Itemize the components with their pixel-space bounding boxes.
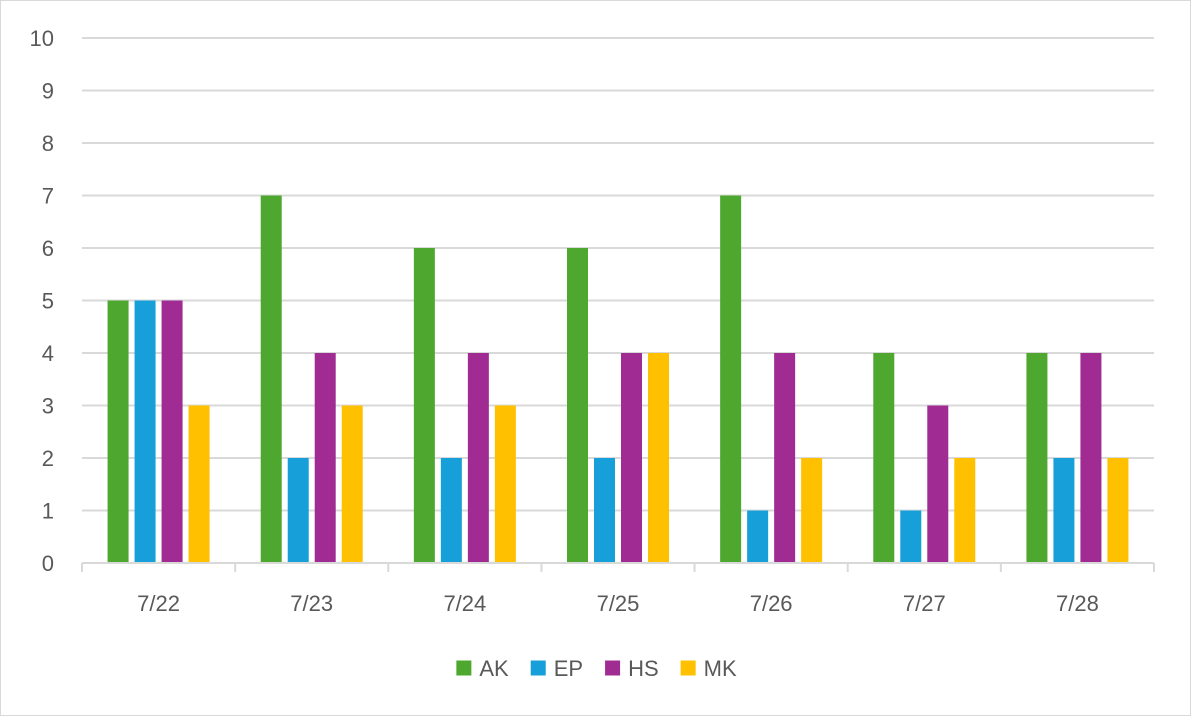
legend-label-ak: AK (479, 656, 509, 681)
x-tick-label: 7/26 (750, 591, 793, 616)
bar-mk-0 (188, 405, 210, 563)
y-tick-label: 3 (42, 394, 54, 419)
legend-label-ep: EP (554, 656, 583, 681)
legend-label-mk: MK (704, 656, 737, 681)
bar-hs-3 (621, 353, 642, 563)
y-tick-label: 5 (42, 289, 54, 314)
bar-hs-4 (774, 353, 796, 563)
bar-ak-1 (260, 195, 282, 563)
legend-label-hs: HS (628, 656, 659, 681)
y-tick-label: 4 (42, 341, 54, 366)
bar-mk-1 (341, 405, 363, 563)
bar-hs-0 (161, 300, 183, 563)
bar-ep-0 (134, 300, 156, 563)
bar-ep-6 (1053, 458, 1075, 563)
bar-mk-6 (1107, 458, 1129, 563)
gridlines (82, 37, 1154, 512)
bar-ak-5 (873, 353, 895, 563)
bar-mk-4 (801, 458, 823, 563)
bar-hs-6 (1080, 353, 1102, 563)
y-tick-label: 0 (42, 551, 54, 576)
bar-mk-5 (954, 458, 976, 563)
y-tick-label: 9 (42, 79, 54, 104)
bar-hs-1 (314, 353, 336, 563)
legend-swatch-mk (680, 660, 696, 676)
bar-ak-0 (107, 300, 129, 563)
bar-ak-6 (1026, 353, 1048, 563)
x-tick-label: 7/24 (443, 591, 486, 616)
x-tick-label: 7/25 (597, 591, 640, 616)
bar-ep-1 (287, 458, 309, 563)
bar-ep-5 (900, 510, 922, 563)
y-tick-label: 8 (42, 131, 54, 156)
axes (81, 562, 1155, 572)
bar-ak-2 (413, 248, 435, 563)
y-tick-label: 7 (42, 184, 54, 209)
x-axis-ticks: 7/22 7/23 7/24 7/25 7/26 7/27 7/28 (137, 591, 1099, 616)
y-tick-label: 1 (42, 499, 54, 524)
y-tick-label: 10 (30, 26, 54, 51)
bar-hs-2 (467, 353, 489, 563)
x-tick-label: 7/23 (290, 591, 333, 616)
bar-ak-4 (720, 195, 742, 563)
bar-hs-5 (927, 405, 949, 563)
legend-swatch-hs (605, 660, 621, 676)
bar-ep-2 (440, 458, 462, 563)
legend-swatch-ep (530, 660, 546, 676)
legend: AK EP HS MK (456, 656, 737, 681)
bars (107, 195, 1129, 563)
bar-ep-3 (594, 458, 615, 563)
legend-swatch-ak (456, 660, 472, 676)
y-tick-label: 2 (42, 446, 54, 471)
bar-ak-3 (567, 248, 588, 563)
bar-mk-3 (648, 353, 669, 563)
x-tick-label: 7/22 (137, 591, 180, 616)
x-tick-label: 7/28 (1056, 591, 1099, 616)
y-tick-label: 6 (42, 236, 54, 261)
bar-ep-4 (747, 510, 769, 563)
x-tick-label: 7/27 (903, 591, 946, 616)
y-axis-ticks: 0 1 2 3 4 5 6 7 8 9 10 (30, 26, 54, 576)
bar-mk-2 (494, 405, 516, 563)
